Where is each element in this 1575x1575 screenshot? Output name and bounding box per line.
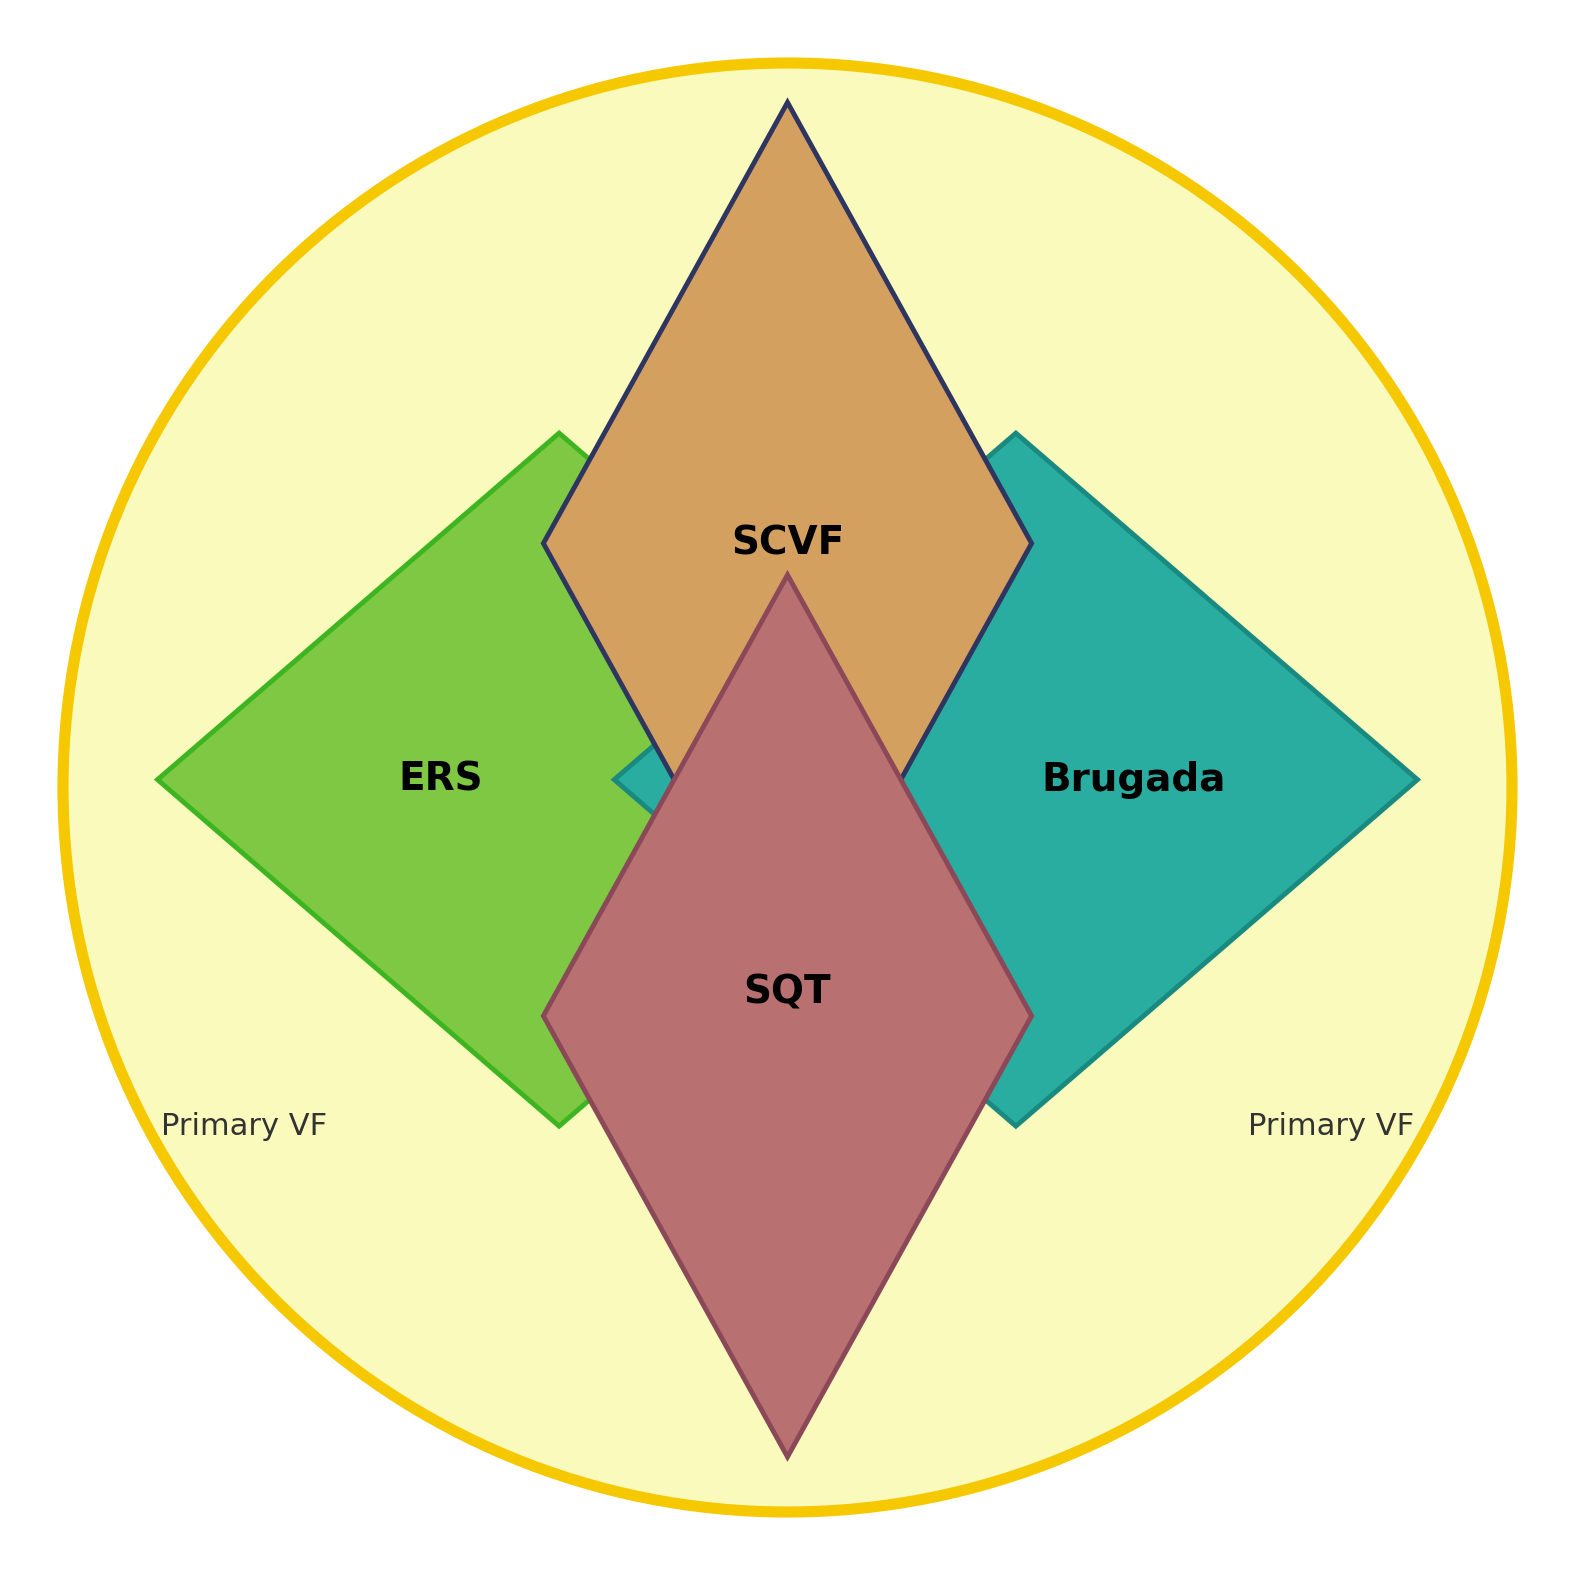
Polygon shape (543, 102, 1032, 984)
Text: SCVF: SCVF (731, 524, 844, 562)
Polygon shape (158, 433, 961, 1126)
Polygon shape (614, 433, 1418, 1126)
Text: Primary VF: Primary VF (161, 1112, 328, 1140)
Text: Brugada: Brugada (1041, 761, 1227, 799)
Circle shape (63, 63, 1512, 1512)
Polygon shape (543, 575, 1032, 1457)
Text: Primary VF: Primary VF (1247, 1112, 1414, 1140)
Text: ERS: ERS (398, 761, 484, 799)
Text: SQT: SQT (743, 973, 832, 1011)
